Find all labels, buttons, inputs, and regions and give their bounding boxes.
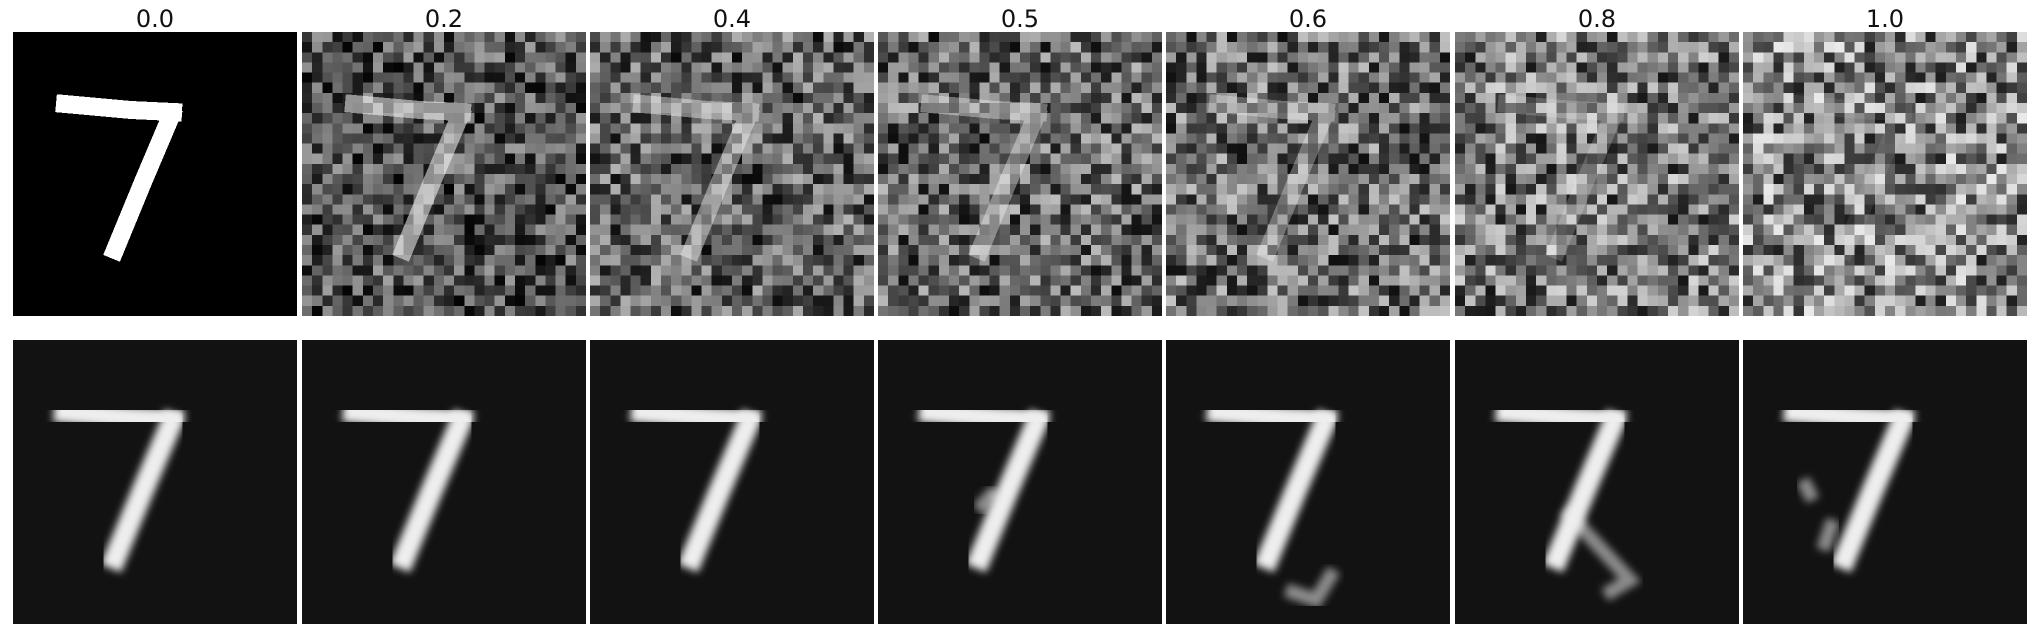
column-label-0.6: 0.6 [1288,5,1328,33]
noisy-input-image-0.4 [590,32,874,316]
column-label-0.4: 0.4 [712,5,752,33]
noisy-input-image-0.8 [1455,32,1739,316]
digit-seven-shape [1495,400,1642,602]
denoised-output-image-0.4 [590,340,874,624]
denoised-output-image-1 [1743,340,2027,624]
noisy-input-image-0.6 [1166,32,1450,316]
digit-seven-shape [1785,94,1913,262]
digit-seven-shape [630,400,763,573]
digit-seven-shape [344,94,472,262]
denoised-output-image-0.5 [878,340,1162,624]
denoised-output-image-0.2 [302,340,586,624]
digit-seven-shape [1783,400,1916,573]
digit-seven-shape [1497,94,1625,262]
digit-seven-shape [632,94,760,262]
digit-seven-shape [918,400,1051,573]
denoised-output-image-0.6 [1166,340,1450,624]
digit-seven-shape [53,400,186,573]
digit-seven-shape [342,400,475,573]
digit-seven-shape [1206,400,1341,609]
noisy-input-image-1 [1743,32,2027,316]
denoised-output-image-0 [13,340,297,624]
digit-seven-shape [1208,94,1336,262]
column-label-0.5: 0.5 [1000,5,1040,33]
noisy-input-image-0.5 [878,32,1162,316]
column-label-0.8: 0.8 [1577,5,1617,33]
noisy-input-image-0.2 [302,32,586,316]
column-label-0.0: 0.0 [135,5,175,33]
noisy-input-image-0 [13,32,297,316]
column-label-1.0: 1.0 [1865,5,1905,33]
digit-seven-shape [920,94,1048,262]
digit-seven-shape [55,94,183,262]
denoised-output-image-0.8 [1455,340,1739,624]
column-label-0.2: 0.2 [424,5,464,33]
